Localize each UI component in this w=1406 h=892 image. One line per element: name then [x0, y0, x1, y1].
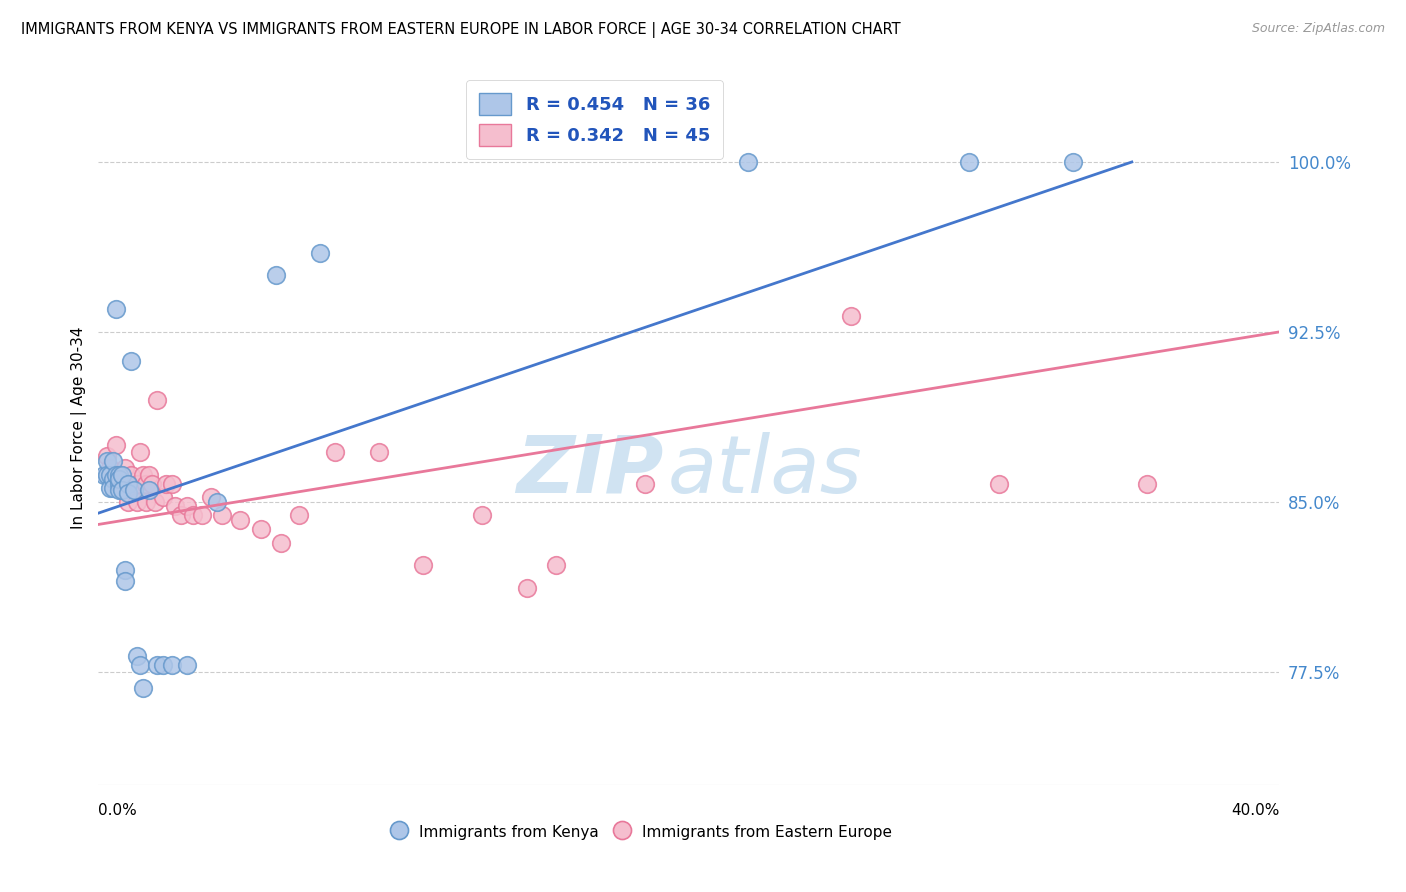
Point [959, 155, 981, 169]
Point [200, 490, 222, 504]
Point [111, 476, 134, 491]
Point [125, 495, 148, 509]
Text: 0.0%: 0.0% [98, 803, 138, 818]
Point [368, 445, 391, 459]
Point [181, 508, 204, 523]
Point [176, 657, 198, 672]
Point [103, 454, 125, 468]
Point [98, 460, 121, 475]
Point [841, 309, 863, 323]
Point [323, 445, 346, 459]
Point [98, 467, 121, 482]
Point [117, 485, 139, 500]
Point [125, 648, 148, 663]
Point [111, 467, 134, 482]
Point [138, 467, 160, 482]
Point [93, 467, 115, 482]
Point [120, 354, 142, 368]
Point [165, 500, 187, 514]
Point [155, 476, 177, 491]
Point [103, 481, 125, 495]
Point [125, 476, 148, 491]
Point [105, 302, 128, 317]
Point [132, 681, 155, 695]
Point [117, 476, 139, 491]
Point [122, 483, 145, 498]
Point [96, 467, 118, 482]
Legend: Immigrants from Kenya, Immigrants from Eastern Europe: Immigrants from Kenya, Immigrants from E… [384, 814, 900, 848]
Point [546, 558, 568, 573]
Point [250, 522, 273, 536]
Point [111, 483, 134, 498]
Point [114, 460, 136, 475]
Point [152, 490, 174, 504]
Point [412, 558, 434, 573]
Point [111, 467, 134, 482]
Point [103, 472, 125, 486]
Point [162, 657, 183, 672]
Point [96, 454, 118, 468]
Point [114, 574, 136, 588]
Point [108, 472, 131, 486]
Point [105, 438, 128, 452]
Point [117, 495, 139, 509]
Point [191, 508, 214, 523]
Point [264, 268, 287, 283]
Point [117, 476, 139, 491]
Point [143, 495, 166, 509]
Point [205, 495, 228, 509]
Point [120, 467, 142, 482]
Point [737, 155, 759, 169]
Point [132, 467, 155, 482]
Point [309, 245, 332, 260]
Point [135, 476, 157, 491]
Point [270, 535, 292, 549]
Point [1062, 155, 1084, 169]
Point [141, 476, 163, 491]
Y-axis label: In Labor Force | Age 30-34: In Labor Force | Age 30-34 [72, 326, 87, 530]
Point [634, 476, 657, 491]
Point [170, 508, 193, 523]
Point [96, 450, 118, 464]
Point [108, 476, 131, 491]
Point [146, 657, 169, 672]
Point [108, 467, 131, 482]
Point [128, 445, 150, 459]
Point [288, 508, 311, 523]
Point [211, 508, 233, 523]
Point [138, 483, 160, 498]
Point [229, 513, 252, 527]
Point [146, 392, 169, 407]
Text: 40.0%: 40.0% [1232, 803, 1279, 818]
Point [105, 467, 128, 482]
Point [135, 495, 157, 509]
Point [114, 563, 136, 577]
Text: IMMIGRANTS FROM KENYA VS IMMIGRANTS FROM EASTERN EUROPE IN LABOR FORCE | AGE 30-: IMMIGRANTS FROM KENYA VS IMMIGRANTS FROM… [21, 22, 901, 38]
Point [162, 476, 183, 491]
Point [516, 581, 538, 595]
Point [176, 500, 198, 514]
Point [988, 476, 1011, 491]
Point [108, 476, 131, 491]
Point [122, 481, 145, 495]
Text: ZIP: ZIP [516, 432, 664, 510]
Point [152, 657, 174, 672]
Point [471, 508, 494, 523]
Point [128, 657, 150, 672]
Text: Source: ZipAtlas.com: Source: ZipAtlas.com [1251, 22, 1385, 36]
Point [98, 481, 121, 495]
Text: atlas: atlas [668, 432, 862, 510]
Point [108, 483, 131, 498]
Point [1136, 476, 1159, 491]
